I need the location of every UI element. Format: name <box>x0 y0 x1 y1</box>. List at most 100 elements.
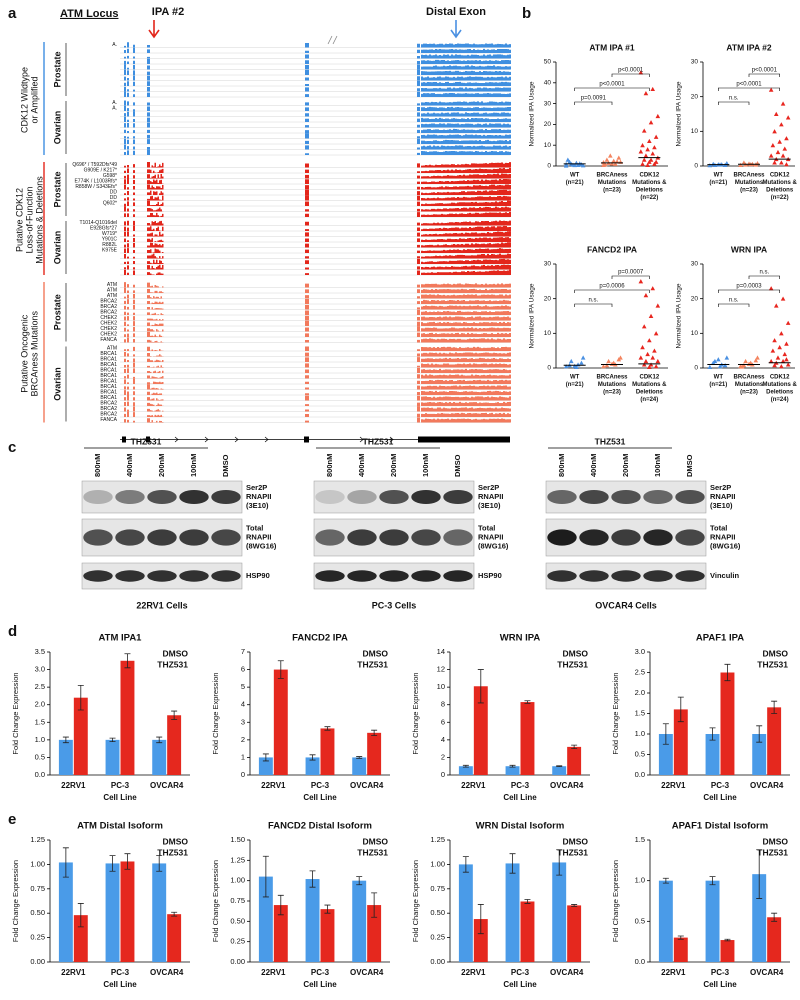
bar <box>705 880 720 962</box>
error-bar <box>709 727 716 741</box>
blot-band <box>315 570 345 582</box>
error-bar <box>724 938 731 942</box>
blot-band <box>147 570 177 582</box>
y-tick-label: 3.0 <box>635 647 645 656</box>
antibody-label: (8WG16) <box>710 541 741 550</box>
error-bar <box>571 904 578 907</box>
error-bar <box>571 744 578 750</box>
sample-label: BRCA1 <box>100 362 117 368</box>
lane-label: 100nM <box>653 454 662 477</box>
y-tick-label: 1.5 <box>35 717 45 726</box>
blot-band <box>347 570 377 582</box>
data-point <box>645 147 650 152</box>
y-tick-label: 0.50 <box>230 916 245 925</box>
error-bar <box>509 853 516 874</box>
data-point <box>647 138 652 144</box>
coverage-track <box>124 351 511 357</box>
group-label: CDK12 Wildtype <box>19 67 29 133</box>
y-tick-label: 0.75 <box>430 884 445 893</box>
error-bar <box>371 729 378 736</box>
x-tick-label: CDK12 <box>639 375 659 381</box>
legend-label: THZ531 <box>757 847 788 857</box>
error-bar <box>556 849 563 876</box>
x-tick-label: Deletions <box>636 188 664 194</box>
error-bar <box>156 855 163 872</box>
bar <box>720 672 735 775</box>
legend-label: DMSO <box>563 648 589 658</box>
coverage-track <box>124 287 511 293</box>
group-label: Putative Oncogenic <box>19 314 29 393</box>
comparison-label: n.s. <box>588 298 598 304</box>
error-bar <box>124 653 131 669</box>
data-point <box>606 358 611 364</box>
data-point <box>717 364 723 369</box>
data-point <box>643 153 649 158</box>
error-bar <box>677 935 684 940</box>
legend-label: THZ531 <box>357 847 388 857</box>
sample-label: K975E <box>102 248 118 254</box>
data-point <box>782 146 788 151</box>
data-point <box>785 320 791 325</box>
y-tick-label: 6 <box>441 717 445 726</box>
bar <box>120 861 135 962</box>
subgroup-label: Ovarian <box>52 111 62 145</box>
lane-label: DMSO <box>453 454 462 477</box>
sample-label: BRCA1 <box>100 395 117 401</box>
subgroup-label: Ovarian <box>52 367 62 401</box>
x-tick-label: (n=23) <box>740 188 758 194</box>
chart-title: WRN Distal Isoform <box>476 821 565 832</box>
sample-label: FANCA <box>100 417 117 423</box>
blot-band <box>411 570 441 582</box>
bar <box>152 739 167 775</box>
data-point <box>641 324 647 329</box>
bar <box>520 702 535 775</box>
data-point <box>650 286 656 291</box>
x-tick-label: 22RV1 <box>661 781 686 790</box>
error-bar <box>477 904 484 935</box>
error-bar <box>262 753 269 762</box>
x-tick-label: (n=22) <box>771 195 789 201</box>
coverage-track <box>124 258 511 264</box>
x-tick-label: BRCAness <box>733 173 765 179</box>
x-tick-label: PC-3 <box>311 781 330 790</box>
y-tick-label: 0.0 <box>35 770 45 779</box>
x-tick-label: (n=23) <box>603 390 621 396</box>
coverage-track <box>124 242 511 248</box>
bar <box>505 766 520 775</box>
x-tick-label: OVCAR4 <box>750 781 784 790</box>
bar <box>552 766 567 775</box>
blot-band <box>643 489 673 505</box>
bar <box>73 915 88 962</box>
panel-label: c <box>8 439 16 456</box>
data-point <box>772 363 777 368</box>
x-tick-label: WT <box>714 375 724 381</box>
data-point <box>641 362 647 367</box>
data-point <box>653 331 659 336</box>
lane-label: 200nM <box>157 454 166 477</box>
gene-arrow <box>264 436 269 443</box>
coverage-track <box>124 189 511 195</box>
y-tick-label: 6 <box>241 665 245 674</box>
data-point <box>641 157 647 162</box>
comparison-bracket <box>718 87 780 91</box>
data-point <box>601 160 606 165</box>
data-point <box>777 139 782 144</box>
data-point <box>782 351 788 357</box>
blot-band <box>443 489 473 505</box>
subgroup-label: Prostate <box>52 51 62 87</box>
ipa-arrow <box>148 20 160 39</box>
error-bar <box>309 754 316 761</box>
data-point <box>773 303 779 308</box>
y-tick-label: 0.5 <box>35 752 45 761</box>
data-point <box>784 136 789 141</box>
coverage-track <box>124 173 511 179</box>
sample-label: A. <box>112 100 117 106</box>
bar <box>673 937 688 962</box>
data-point <box>780 153 786 158</box>
coverage-track <box>124 337 511 343</box>
blot-band <box>547 570 577 582</box>
blot-band <box>443 570 473 582</box>
comparison-label: n.s. <box>729 298 739 304</box>
y-tick-label: 20 <box>544 121 552 128</box>
data-point <box>653 364 659 369</box>
